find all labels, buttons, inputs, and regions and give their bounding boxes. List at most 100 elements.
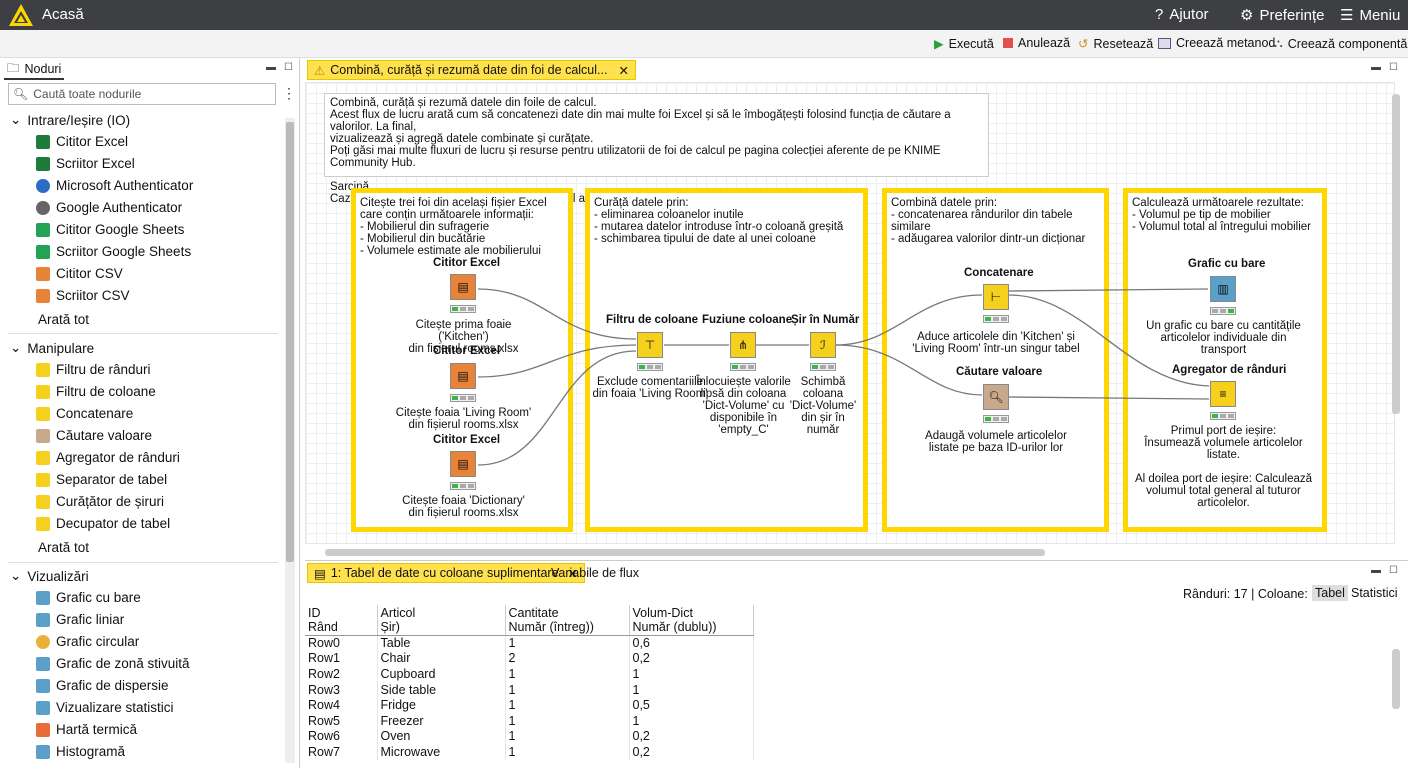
concatenate-node[interactable]: ⊢	[983, 284, 1009, 310]
tab-workflow[interactable]: ⚠ Combină, curăță și rezumă date din foi …	[307, 60, 636, 80]
value-lookup-node[interactable]: 🔍︎	[983, 384, 1009, 410]
knime-logo-icon[interactable]	[8, 3, 34, 27]
more-options-icon[interactable]: ⋮	[282, 85, 296, 101]
home-title[interactable]: Acasă	[42, 6, 84, 23]
node-table-splitter[interactable]: Separator de tabel	[36, 472, 167, 487]
node-microsoft-auth[interactable]: Microsoft Authenticator	[36, 178, 193, 193]
connection[interactable]	[477, 344, 637, 378]
node-row-filter[interactable]: Filtru de rânduri	[36, 362, 151, 377]
execute-button[interactable]: ▶ Execută	[934, 36, 994, 52]
node-column-filter[interactable]: Filtru de coloane	[36, 384, 156, 399]
scrollbar-thumb[interactable]	[325, 549, 1045, 556]
reset-button[interactable]: ↺ Resetează	[1078, 36, 1154, 52]
view-statistics-button[interactable]: Statistici	[1351, 586, 1398, 600]
string-to-number-node[interactable]: ℐ	[810, 332, 836, 358]
node-stats-view[interactable]: Vizualizare statistici	[36, 700, 174, 715]
column-filter-node[interactable]: ⊤	[637, 332, 663, 358]
table-row[interactable]: Row5 Freezer 1 1	[305, 713, 754, 730]
node-csv-reader[interactable]: Cititor CSV	[36, 266, 123, 281]
create-component-button[interactable]: ⛬ Creează componentă	[1274, 36, 1408, 51]
table-row[interactable]: Row2 Cupboard 1 1	[305, 666, 754, 683]
annotation-read[interactable]: Citește trei foi din același fișier Exce…	[351, 188, 573, 532]
node-bar-chart[interactable]: Grafic cu bare	[36, 590, 141, 605]
table-row[interactable]: Row7 Microwave 1 0,2	[305, 744, 754, 761]
scrollbar-thumb[interactable]	[1392, 649, 1400, 709]
column-merger-node[interactable]: ⋔	[730, 332, 756, 358]
minimize-icon[interactable]: ▬	[266, 62, 276, 73]
column-header[interactable]: ID Rând	[305, 605, 378, 636]
node-gsheets-reader[interactable]: Cititor Google Sheets	[36, 222, 184, 237]
close-icon[interactable]: ✕	[618, 63, 629, 78]
nodes-scrollbar[interactable]	[285, 118, 295, 763]
node-stacked-area[interactable]: Grafic de zonă stivuită	[36, 656, 190, 671]
table-scrollbar[interactable]	[1391, 639, 1401, 769]
node-row-aggregator[interactable]: Agregator de rânduri	[36, 450, 180, 465]
show-all-io[interactable]: Arată tot	[38, 312, 90, 327]
menu-button[interactable]: ☰ Meniu	[1340, 6, 1401, 25]
excel-reader-node-2[interactable]: ▤	[450, 363, 476, 389]
node-pie-chart[interactable]: Grafic circular	[36, 634, 139, 649]
node-excel-reader[interactable]: Cititor Excel	[36, 134, 128, 149]
node-line-plot[interactable]: Grafic liniar	[36, 612, 124, 627]
row-aggregator-node[interactable]: ≡	[1210, 381, 1236, 407]
table-row[interactable]: Row0 Table 1 0,6	[305, 635, 754, 652]
node-histogram[interactable]: Histogramă	[36, 744, 125, 759]
table-row[interactable]: Row1 Chair 2 0,2	[305, 651, 754, 667]
category-io[interactable]: ⌄ Intrare/Ieșire (IO)	[10, 112, 131, 128]
node-google-auth[interactable]: Google Authenticator	[36, 200, 182, 215]
search-input[interactable]: 🔍︎ Caută toate nodurile	[8, 83, 276, 105]
category-manipulation[interactable]: ⌄ Manipulare	[10, 340, 95, 356]
maximize-icon[interactable]: ☐	[284, 62, 293, 73]
connection[interactable]	[835, 344, 983, 396]
node-table-cropper[interactable]: Decupator de tabel	[36, 516, 170, 531]
connection[interactable]	[477, 288, 637, 340]
column-header[interactable]: Cantitate Număr (întreg))	[505, 605, 630, 636]
maximize-icon[interactable]: ☐	[1389, 565, 1398, 576]
canvas-horizontal-scrollbar[interactable]	[315, 548, 1385, 556]
column-header[interactable]: Articol Șir)	[377, 605, 506, 636]
scrollbar-thumb[interactable]	[1392, 94, 1400, 414]
tab-flow-variables[interactable]: Variabile de flux	[551, 566, 640, 580]
tab-nodes[interactable]: 🗀 Noduri	[4, 60, 65, 80]
connection[interactable]	[1008, 288, 1209, 292]
table-row[interactable]: Row6 Oven 1 0,2	[305, 729, 754, 745]
cancel-button[interactable]: Anulează	[1003, 36, 1070, 50]
node-csv-writer[interactable]: Scriitor CSV	[36, 288, 130, 303]
scrollbar-thumb[interactable]	[286, 122, 294, 562]
node-heatmap[interactable]: Hartă termică	[36, 722, 137, 737]
category-visualizations[interactable]: ⌄ Vizualizări	[10, 568, 89, 584]
bar-chart-node[interactable]: ▥	[1210, 276, 1236, 302]
node-concatenate[interactable]: Concatenare	[36, 406, 133, 421]
show-all-manipulation[interactable]: Arată tot	[38, 540, 90, 555]
maximize-icon[interactable]: ☐	[1389, 62, 1398, 73]
stats-icon	[36, 700, 50, 715]
excel-reader-node-1[interactable]: ▤	[450, 274, 476, 300]
annotation-results[interactable]: Calculează următoarele rezultate: - Volu…	[1123, 188, 1327, 532]
column-header[interactable]: Volum-Dict Număr (dublu))	[629, 605, 754, 636]
node-excel-writer[interactable]: Scriitor Excel	[36, 156, 135, 171]
node-gsheets-writer[interactable]: Scriitor Google Sheets	[36, 244, 191, 259]
table-row[interactable]: Row4 Fridge 1 0,5	[305, 697, 754, 714]
node-scatter-plot[interactable]: Grafic de dispersie	[36, 678, 169, 693]
node-value-lookup[interactable]: Căutare valoare	[36, 428, 152, 443]
create-metanode-button[interactable]: Creează metanod	[1158, 36, 1275, 50]
canvas-vertical-scrollbar[interactable]	[1391, 84, 1401, 544]
minimize-icon[interactable]: ▬	[1371, 62, 1381, 73]
workflow-canvas[interactable]: Combină, curăță și rezumă datele din foi…	[305, 82, 1395, 544]
annotation-clean[interactable]: Curăță datele prin: - eliminarea coloane…	[585, 188, 868, 532]
connection[interactable]	[835, 294, 983, 346]
annotation-combine[interactable]: Combină datele prin: - concatenarea rând…	[882, 188, 1109, 532]
connection[interactable]	[477, 350, 637, 466]
excel-reader-node-3[interactable]: ▤	[450, 451, 476, 477]
connection[interactable]	[1008, 396, 1210, 400]
help-button[interactable]: ? Ajutor	[1155, 6, 1209, 23]
minimize-icon[interactable]: ▬	[1371, 565, 1381, 576]
table-row[interactable]: Row3 Side table 1 1	[305, 682, 754, 698]
view-table-button[interactable]: Tabel	[1312, 585, 1348, 601]
aggregate-icon: ≡	[1219, 387, 1227, 401]
node-string-cleaner[interactable]: Curățător de șiruri	[36, 494, 164, 509]
preferences-button[interactable]: ⚙ Preferințe	[1240, 6, 1325, 25]
tab-output-table[interactable]: ▤ 1: Tabel de date cu coloane suplimentar…	[307, 563, 586, 583]
close-icon[interactable]: ✕	[567, 566, 579, 581]
connection[interactable]	[1008, 294, 1210, 387]
